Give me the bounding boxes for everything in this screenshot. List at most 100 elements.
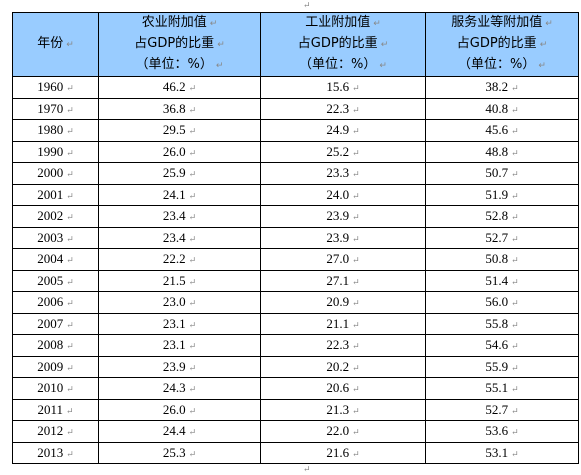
value-cell: 48.8 <box>425 140 579 163</box>
cell-text: 22.3 <box>326 337 359 352</box>
table-row: 2008 23.1 22.3 54.6 <box>12 334 579 357</box>
year-cell: 2000 <box>12 162 99 185</box>
cell-text: 38.2 <box>485 79 518 94</box>
year-cell: 1970 <box>12 97 99 120</box>
value-cell: 20.9 <box>260 291 426 314</box>
year-cell: 2001 <box>12 183 99 206</box>
value-cell: 51.9 <box>425 183 579 206</box>
cell-text: 27.1 <box>326 273 359 288</box>
cell-text: 21.6 <box>326 445 359 460</box>
table-row: 2005 21.5 27.1 51.4 <box>12 269 579 292</box>
value-cell: 23.9 <box>260 226 426 249</box>
value-cell: 40.8 <box>425 97 579 120</box>
cell-text: 2011 <box>37 402 73 417</box>
value-cell: 26.0 <box>98 398 261 421</box>
table-body: 1960 46.2 15.6 38.2 1970 36.8 22.3 40.8 1980 29.5… <box>12 76 579 464</box>
header-cell: 年份 <box>12 12 99 77</box>
cell-text: 2009 <box>37 359 74 374</box>
cell-text: 51.4 <box>485 273 518 288</box>
value-cell: 21.3 <box>260 398 426 421</box>
cell-text: 53.6 <box>485 423 518 438</box>
year-cell: 2003 <box>12 226 99 249</box>
value-cell: 29.5 <box>98 119 261 142</box>
cell-text: 2010 <box>37 380 74 395</box>
value-cell: 24.1 <box>98 183 261 206</box>
cell-text: 48.8 <box>485 144 518 159</box>
header-cell: 农业附加值占GDP的比重（单位：%） <box>98 12 261 77</box>
paragraph-mark <box>303 464 311 475</box>
cell-text: 1970 <box>37 101 74 116</box>
cell-text: 24.3 <box>163 380 196 395</box>
value-cell: 22.3 <box>260 97 426 120</box>
value-cell: 24.4 <box>98 420 261 443</box>
value-cell: 45.6 <box>425 119 579 142</box>
cell-text: 15.6 <box>326 79 359 94</box>
table-row: 2001 24.1 24.0 51.9 <box>12 183 579 206</box>
table-row: 2003 23.4 23.9 52.7 <box>12 226 579 249</box>
year-cell: 2005 <box>12 269 99 292</box>
cell-text: 40.8 <box>485 101 518 116</box>
value-cell: 56.0 <box>425 291 579 314</box>
table-row: 2007 23.1 21.1 55.8 <box>12 312 579 335</box>
cell-text: 20.6 <box>326 380 359 395</box>
cell-text: 2002 <box>37 208 74 223</box>
cell-text: 23.4 <box>163 208 196 223</box>
cell-text: 23.9 <box>326 230 359 245</box>
value-cell: 36.8 <box>98 97 261 120</box>
value-cell: 22.0 <box>260 420 426 443</box>
value-cell: 46.2 <box>98 76 261 99</box>
table-row: 2004 22.2 27.0 50.8 <box>12 248 579 271</box>
cell-text: 1980 <box>37 122 74 137</box>
cell-text: 24.9 <box>326 122 359 137</box>
value-cell: 53.6 <box>425 420 579 443</box>
year-cell: 2009 <box>12 355 99 378</box>
value-cell: 23.1 <box>98 312 261 335</box>
cell-text: 55.8 <box>485 316 518 331</box>
year-cell: 2011 <box>12 398 99 421</box>
cell-text: 25.3 <box>163 445 196 460</box>
value-cell: 20.6 <box>260 377 426 400</box>
value-cell: 27.1 <box>260 269 426 292</box>
header-line: 年份 <box>13 34 98 55</box>
value-cell: 50.8 <box>425 248 579 271</box>
value-cell: 21.5 <box>98 269 261 292</box>
value-cell: 50.7 <box>425 162 579 185</box>
value-cell: 21.6 <box>260 441 426 464</box>
year-cell: 1980 <box>12 119 99 142</box>
table-row: 2002 23.4 23.9 52.8 <box>12 205 579 228</box>
cell-text: 25.2 <box>326 144 359 159</box>
table-row: 2011 26.0 21.3 52.7 <box>12 398 579 421</box>
cell-text: 46.2 <box>163 79 196 94</box>
value-cell: 23.3 <box>260 162 426 185</box>
cell-text: 24.1 <box>163 187 196 202</box>
data-table: 年份农业附加值占GDP的比重（单位：%）工业附加值占GDP的比重（单位：%）服务… <box>12 12 579 464</box>
cell-text: 53.1 <box>485 445 518 460</box>
table-row: 2000 25.9 23.3 50.7 <box>12 162 579 185</box>
header-line: 农业附加值 <box>99 13 260 34</box>
value-cell: 23.9 <box>260 205 426 228</box>
value-cell: 52.7 <box>425 398 579 421</box>
cell-text: 26.0 <box>163 402 196 417</box>
value-cell: 25.9 <box>98 162 261 185</box>
year-cell: 1990 <box>12 140 99 163</box>
cell-text: 2013 <box>37 445 74 460</box>
value-cell: 52.7 <box>425 226 579 249</box>
table-row: 1960 46.2 15.6 38.2 <box>12 76 579 99</box>
header-line: 占GDP的比重 <box>261 34 425 55</box>
cell-text: 22.0 <box>326 423 359 438</box>
value-cell: 22.2 <box>98 248 261 271</box>
cell-text: 21.5 <box>163 273 196 288</box>
year-cell: 2010 <box>12 377 99 400</box>
cell-text: 2006 <box>37 294 74 309</box>
header-line: 占GDP的比重 <box>426 34 578 55</box>
table-row: 2010 24.3 20.6 55.1 <box>12 377 579 400</box>
cell-text: 23.1 <box>163 316 196 331</box>
value-cell: 24.9 <box>260 119 426 142</box>
cell-text: 26.0 <box>163 144 196 159</box>
table-row: 1990 26.0 25.2 48.8 <box>12 140 579 163</box>
header-row: 年份农业附加值占GDP的比重（单位：%）工业附加值占GDP的比重（单位：%）服务… <box>12 12 579 77</box>
year-cell: 2006 <box>12 291 99 314</box>
cell-text: 2007 <box>37 316 74 331</box>
table-row: 2013 25.3 21.6 53.1 <box>12 441 579 464</box>
table-row: 2006 23.0 20.9 56.0 <box>12 291 579 314</box>
